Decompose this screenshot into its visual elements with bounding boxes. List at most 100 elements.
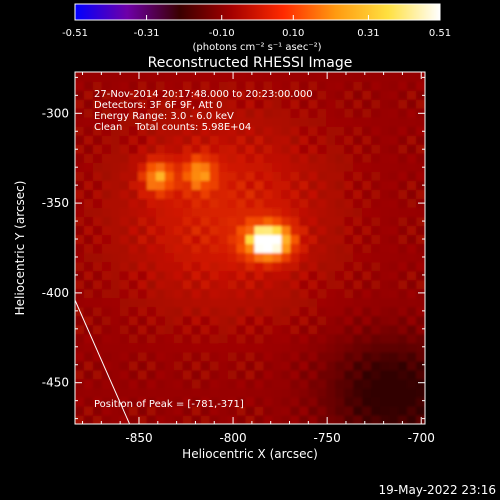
- x-axis-label: Heliocentric X (arcsec): [182, 447, 318, 461]
- heatmap-cell: [281, 360, 291, 371]
- heatmap-cell: [110, 315, 121, 326]
- heatmap-cell: [407, 153, 417, 163]
- heatmap-cell: [389, 171, 399, 181]
- heatmap-cell: [200, 162, 211, 172]
- heatmap-cell: [281, 396, 291, 407]
- heatmap-cell: [218, 144, 229, 154]
- heatmap-cell: [92, 144, 103, 154]
- heatmap-cell: [110, 252, 121, 263]
- heatmap-cell: [281, 108, 291, 118]
- heatmap-cell: [191, 171, 202, 181]
- heatmap-cell: [75, 288, 85, 299]
- heatmap-cell: [335, 81, 345, 91]
- heatmap-cell: [227, 315, 238, 326]
- heatmap-cell: [371, 297, 381, 308]
- heatmap-cell: [263, 234, 274, 245]
- heatmap-cell: [263, 369, 274, 380]
- heatmap-cell: [407, 279, 417, 290]
- heatmap-cell: [254, 333, 265, 344]
- heatmap-cell: [281, 279, 291, 290]
- heatmap-cell: [236, 99, 247, 109]
- heatmap-cell: [137, 261, 148, 272]
- heatmap-cell: [344, 225, 354, 236]
- heatmap-cell: [416, 369, 425, 380]
- heatmap-cell: [335, 279, 345, 290]
- heatmap-cell: [308, 306, 318, 317]
- heatmap-cell: [155, 171, 166, 181]
- heatmap-cell: [200, 279, 211, 290]
- heatmap-cell: [209, 234, 220, 245]
- heatmap-cell: [182, 81, 193, 91]
- heatmap-cell: [290, 90, 300, 100]
- heatmap-cell: [128, 261, 139, 272]
- heatmap-cell: [389, 189, 399, 199]
- heatmap-cell: [272, 387, 283, 398]
- heatmap-cell: [218, 243, 229, 254]
- heatmap-cell: [389, 126, 399, 136]
- heatmap-cell: [128, 81, 139, 91]
- heatmap-cell: [353, 288, 363, 299]
- heatmap-cell: [290, 72, 300, 82]
- heatmap-cell: [92, 108, 103, 118]
- heatmap-cell: [353, 90, 363, 100]
- heatmap-cell: [191, 81, 202, 91]
- heatmap-cell: [371, 405, 381, 416]
- heatmap-cell: [227, 306, 238, 317]
- heatmap-cell: [308, 72, 318, 82]
- heatmap-cell: [92, 135, 103, 145]
- heatmap-cell: [389, 315, 399, 326]
- heatmap-cell: [389, 270, 399, 281]
- heatmap-cell: [137, 324, 148, 335]
- heatmap-cell: [146, 243, 157, 254]
- heatmap-cell: [209, 360, 220, 371]
- heatmap-cell: [137, 297, 148, 308]
- heatmap-cell: [200, 405, 211, 416]
- heatmap-cell: [119, 81, 130, 91]
- heatmap-cell: [182, 315, 193, 326]
- heatmap-cell: [83, 207, 94, 218]
- heatmap-cell: [326, 270, 336, 281]
- heatmap-cell: [290, 126, 300, 136]
- heatmap-cell: [83, 288, 94, 299]
- heatmap-cell: [164, 135, 175, 145]
- heatmap-cell: [173, 198, 184, 208]
- heatmap-cell: [416, 243, 425, 254]
- heatmap-cell: [317, 315, 327, 326]
- heatmap-cell: [308, 81, 318, 91]
- heatmap-cell: [218, 108, 229, 118]
- heatmap-cell: [173, 387, 184, 398]
- heatmap-cell: [389, 99, 399, 109]
- heatmap-cell: [110, 180, 121, 190]
- heatmap-cell: [137, 108, 148, 118]
- heatmap-cell: [119, 198, 130, 208]
- heatmap-cell: [371, 216, 381, 227]
- heatmap-cell: [155, 81, 166, 91]
- heatmap-cell: [92, 162, 103, 172]
- heatmap-cell: [254, 405, 265, 416]
- heatmap-cell: [191, 243, 202, 254]
- heatmap-cell: [308, 162, 318, 172]
- heatmap-cell: [398, 306, 408, 317]
- heatmap-cell: [200, 153, 211, 163]
- heatmap-cell: [110, 369, 121, 380]
- heatmap-cell: [398, 405, 408, 416]
- heatmap-cell: [137, 216, 148, 227]
- heatmap-cell: [92, 342, 103, 353]
- heatmap-cell: [101, 297, 112, 308]
- heatmap-cell: [308, 126, 318, 136]
- heatmap-cell: [173, 135, 184, 145]
- heatmap-cell: [398, 378, 408, 389]
- heatmap-cell: [335, 261, 345, 272]
- heatmap-cell: [236, 153, 247, 163]
- heatmap-cell: [155, 162, 166, 172]
- heatmap-cell: [380, 342, 390, 353]
- heatmap-cell: [326, 117, 336, 127]
- heatmap-cell: [75, 153, 85, 163]
- heatmap-cell: [344, 81, 354, 91]
- heatmap-cell: [398, 81, 408, 91]
- heatmap-cell: [182, 162, 193, 172]
- heatmap-cell: [335, 306, 345, 317]
- heatmap-cell: [83, 261, 94, 272]
- heatmap-cell: [218, 126, 229, 136]
- heatmap-cell: [317, 81, 327, 91]
